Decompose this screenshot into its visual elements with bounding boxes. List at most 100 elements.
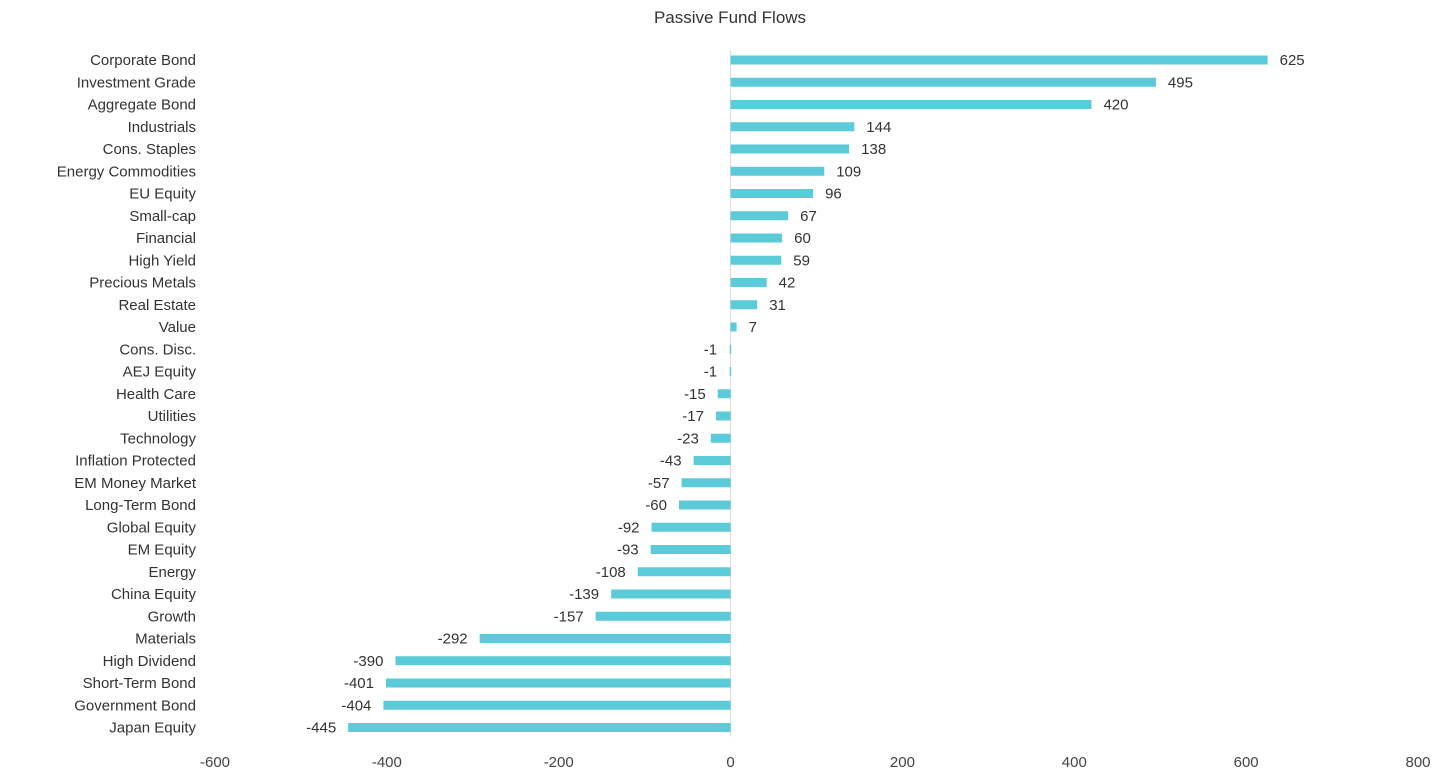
category-label: Cons. Staples [103, 141, 196, 158]
data-label: -401 [344, 675, 374, 692]
data-label: -15 [684, 386, 706, 403]
bar [730, 144, 850, 154]
x-axis-ticks: -600 -400 -200 0 200 400 600 800 [200, 754, 1431, 771]
category-label: High Yield [128, 252, 196, 269]
data-label: 109 [836, 163, 861, 180]
category-label: Corporate Bond [90, 52, 196, 69]
data-label: -445 [306, 720, 336, 737]
category-label: Government Bond [74, 697, 196, 714]
bars-layer [348, 55, 1268, 732]
data-label: 138 [861, 141, 886, 158]
bar [651, 522, 731, 532]
category-label: Global Equity [107, 519, 197, 536]
data-label: -93 [617, 542, 639, 559]
data-label: 60 [794, 230, 811, 247]
category-label: Short-Term Bond [83, 675, 196, 692]
bar [730, 211, 789, 221]
bar [730, 100, 1092, 109]
data-label: -92 [618, 519, 640, 536]
bar [611, 589, 731, 599]
bar [348, 723, 731, 732]
data-label: 420 [1103, 97, 1128, 114]
data-label: -404 [341, 697, 371, 714]
x-tick-label: 600 [1234, 754, 1259, 771]
data-label: 59 [793, 252, 810, 269]
category-label: Utilities [148, 408, 196, 425]
data-label: -57 [648, 475, 670, 492]
category-label: Energy [148, 564, 196, 581]
x-tick-label: -200 [544, 754, 574, 771]
category-label: Value [159, 319, 196, 336]
bar [730, 233, 783, 243]
category-label: Financial [136, 230, 196, 247]
bar [681, 478, 731, 488]
category-label: High Dividend [103, 653, 196, 670]
data-label: -292 [438, 631, 468, 648]
data-label: 96 [825, 186, 842, 203]
category-label: Inflation Protected [75, 453, 196, 470]
category-label: Materials [135, 631, 196, 648]
bar [717, 389, 731, 399]
category-label: Long-Term Bond [85, 497, 196, 514]
data-label: 495 [1168, 74, 1193, 91]
data-label: -390 [353, 653, 383, 670]
bar [730, 278, 767, 287]
data-label: -23 [677, 430, 699, 447]
category-label: Energy Commodities [57, 163, 196, 180]
category-label: Real Estate [118, 297, 196, 314]
data-label: 144 [866, 119, 891, 136]
data-label: 67 [800, 208, 817, 225]
category-label: EM Equity [128, 542, 197, 559]
category-label: Industrials [128, 119, 196, 136]
data-label: 7 [749, 319, 757, 336]
bar [650, 545, 731, 554]
chart-title: Passive Fund Flows [654, 8, 806, 27]
category-label: AEJ Equity [123, 364, 197, 381]
bar [730, 300, 758, 310]
bar [595, 611, 731, 621]
labels-layer: Corporate Bond 625 Investment Grade 495 Aggr… [57, 52, 1305, 737]
data-label: -17 [682, 408, 704, 425]
category-label: Technology [120, 430, 196, 447]
x-tick-label: 200 [890, 754, 915, 771]
data-label: -157 [554, 608, 584, 625]
data-label: -1 [704, 341, 717, 358]
x-tick-label: 800 [1405, 754, 1430, 771]
bar [730, 166, 825, 176]
x-tick-label: 400 [1062, 754, 1087, 771]
x-tick-label: -400 [372, 754, 402, 771]
bar [637, 567, 731, 577]
data-label: -60 [645, 497, 667, 514]
data-label: -139 [569, 586, 599, 603]
bar [383, 700, 731, 710]
category-label: EU Equity [129, 186, 196, 203]
bar [710, 433, 731, 443]
bar [385, 678, 731, 688]
data-label: -108 [596, 564, 626, 581]
bar [479, 634, 731, 643]
category-label: Cons. Disc. [119, 341, 196, 358]
category-label: Growth [148, 608, 196, 625]
category-label: Health Care [116, 386, 196, 403]
x-tick-label: -600 [200, 754, 230, 771]
category-label: Precious Metals [89, 275, 196, 292]
category-label: Japan Equity [109, 720, 196, 737]
bar [693, 456, 731, 465]
bar [730, 255, 782, 265]
bar [729, 367, 732, 376]
category-label: EM Money Market [74, 475, 197, 492]
bar [679, 500, 731, 510]
x-tick-label: 0 [726, 754, 734, 771]
category-label: Investment Grade [77, 74, 196, 91]
category-label: China Equity [111, 586, 197, 603]
bar [730, 122, 855, 132]
data-label: -1 [704, 364, 717, 381]
bar [395, 656, 731, 666]
bar [715, 411, 731, 421]
category-label: Small-cap [129, 208, 196, 225]
data-label: -43 [660, 453, 682, 470]
data-label: 625 [1280, 52, 1305, 69]
bar [730, 55, 1268, 65]
bar [730, 77, 1156, 87]
